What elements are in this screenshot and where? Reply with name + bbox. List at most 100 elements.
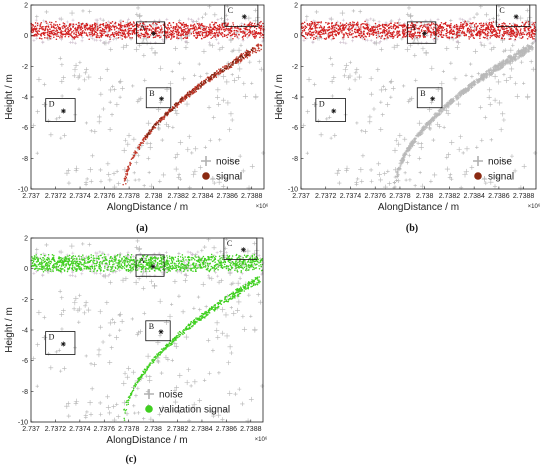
signal-point: [44, 37, 46, 39]
signal-point: [190, 90, 193, 93]
noise-point: [495, 79, 502, 85]
signal-point: [307, 24, 309, 26]
signal-point: [180, 34, 182, 36]
signal-point: [163, 118, 165, 120]
signal-point: [226, 66, 228, 68]
signal-point: [176, 24, 178, 26]
y-tick-label: 2: [294, 3, 298, 10]
signal-point: [206, 26, 208, 28]
signal-point: [520, 34, 523, 36]
signal-point: [137, 33, 140, 36]
signal-point: [157, 30, 159, 32]
signal-point: [388, 30, 390, 33]
signal-point: [306, 33, 309, 35]
signal-point: [194, 87, 197, 90]
noise-point: [210, 176, 216, 183]
noise-point: [214, 37, 218, 41]
noise-point: [64, 170, 70, 176]
signal-point: [139, 22, 142, 25]
noise-point: [403, 171, 407, 175]
noise-point: [525, 94, 531, 100]
signal-point: [175, 25, 177, 28]
noise-point: [225, 100, 231, 106]
noise-point: [177, 172, 181, 177]
signal-point: [134, 150, 136, 152]
signal-point: [238, 56, 240, 58]
noise-point: [332, 133, 338, 138]
signal-point: [492, 21, 495, 23]
signal-point: [349, 21, 351, 24]
signal-point: [450, 28, 453, 31]
signal-point: [312, 38, 315, 40]
noise-point: [220, 73, 227, 80]
signal-point: [132, 29, 135, 32]
signal-point: [442, 34, 444, 36]
signal-point: [160, 25, 162, 27]
noise-point: [200, 15, 205, 20]
signal-point: [521, 21, 524, 24]
signal-point: [399, 33, 401, 36]
noise-point: [98, 91, 104, 97]
noise-point: [492, 184, 498, 189]
signal-point: [371, 32, 373, 34]
signal-point: [358, 28, 360, 31]
noise-point: [330, 94, 335, 98]
noise-point: [187, 33, 191, 37]
signal-point: [356, 30, 359, 32]
noise-point: [201, 48, 207, 54]
signal-point: [175, 32, 178, 34]
noise-point: [463, 168, 469, 175]
noise-point: [98, 76, 104, 82]
signal-point: [425, 26, 427, 28]
y-tick-label: -2: [292, 64, 298, 71]
signal-point: [177, 25, 180, 28]
signal-point: [217, 25, 220, 27]
signal-point: [201, 31, 204, 33]
noise-point: [306, 76, 312, 83]
noise-point: [66, 180, 72, 186]
signal-point: [156, 34, 159, 37]
signal-point: [227, 33, 229, 36]
signal-point: [526, 34, 528, 36]
noise-point: [118, 78, 124, 84]
noise-point: [123, 43, 129, 49]
signal-point: [145, 29, 148, 32]
signal-point: [378, 25, 380, 28]
signal-point: [96, 29, 99, 31]
noise-point: [503, 48, 508, 53]
signal-point: [159, 36, 161, 39]
signal-point: [46, 25, 48, 27]
signal-point: [253, 29, 256, 32]
signal-point: [337, 33, 340, 36]
signal-point: [85, 32, 88, 34]
signal-point: [229, 29, 231, 32]
signal-point: [178, 31, 180, 34]
signal-point: [519, 31, 522, 33]
signal-point: [516, 34, 519, 36]
signal-point: [466, 31, 468, 33]
signal-point: [320, 36, 323, 38]
signal-point: [185, 25, 188, 27]
signal-point: [123, 26, 126, 28]
noise-point: [509, 154, 514, 159]
signal-point: [103, 32, 105, 35]
noise-point: [161, 38, 165, 42]
signal-point: [198, 23, 201, 25]
signal-point: [246, 33, 249, 35]
signal-point: [218, 73, 220, 75]
signal-point: [473, 24, 476, 26]
signal-point: [411, 38, 414, 40]
signal-point: [117, 32, 119, 35]
signal-point: [251, 49, 254, 52]
signal-point: [363, 22, 365, 25]
signal-point: [459, 29, 462, 32]
signal-point: [140, 28, 142, 31]
signal-point: [197, 23, 199, 25]
noise-point: [81, 35, 85, 39]
signal-point: [113, 27, 116, 29]
signal-point: [227, 29, 230, 32]
signal-point: [178, 100, 181, 102]
signal-point: [153, 126, 155, 128]
signal-point: [416, 36, 418, 39]
noise-point: [448, 61, 453, 66]
